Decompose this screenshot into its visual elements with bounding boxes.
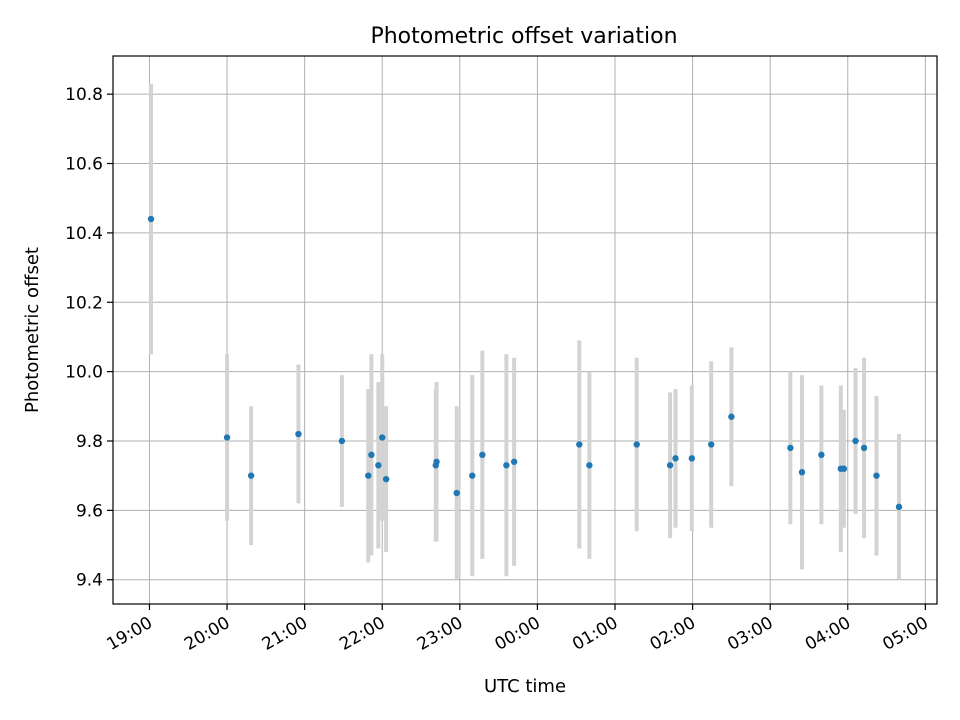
grid: [113, 56, 937, 604]
x-tick-label: 04:00: [802, 613, 854, 655]
y-tick-label: 10.2: [65, 293, 103, 313]
data-point: [728, 413, 735, 420]
data-point: [479, 451, 486, 459]
data-point: [895, 503, 903, 511]
y-tick-label: 9.6: [76, 501, 103, 521]
x-axis-label: UTC time: [484, 676, 566, 697]
data-point: [453, 489, 460, 497]
data-point: [338, 437, 346, 445]
data-points: [147, 215, 903, 511]
x-tick-label: 05:00: [879, 613, 931, 655]
data-point: [365, 472, 372, 479]
y-tick-label: 9.4: [76, 571, 103, 591]
data-point: [840, 465, 848, 472]
y-axis-label: Photometric offset: [22, 247, 43, 413]
data-point: [860, 444, 868, 452]
y-axis: 9.4 9.6 9.8 10.0 10.2 10.4 10.6 10.8: [65, 85, 113, 591]
data-point: [586, 462, 593, 469]
x-tick-label: 02:00: [647, 613, 699, 655]
data-point: [852, 437, 859, 445]
y-tick-label: 9.8: [76, 432, 103, 452]
error-bars: [149, 83, 901, 580]
y-tick-label: 10.6: [65, 155, 103, 175]
x-axis: 19:00 20:00 21:00 22:00 23:00 00:00 01:00 02:00…: [104, 604, 932, 655]
data-point: [666, 462, 674, 469]
data-point: [787, 444, 794, 452]
data-point: [633, 441, 640, 448]
plot-frame: [112, 55, 938, 605]
x-tick-label: 20:00: [181, 613, 233, 655]
data-point: [382, 475, 390, 483]
data-point: [672, 455, 679, 462]
data-point: [818, 451, 825, 459]
data-point: [433, 458, 440, 465]
data-point: [375, 462, 382, 469]
data-point: [510, 458, 518, 465]
data-point: [576, 441, 583, 448]
data-point: [379, 434, 386, 441]
y-tick-label: 10.0: [65, 363, 103, 383]
data-point: [503, 462, 510, 469]
data-point: [368, 451, 375, 459]
data-point: [147, 215, 155, 223]
data-point: [688, 455, 696, 462]
data-point: [247, 472, 255, 479]
data-point: [873, 472, 880, 479]
x-tick-label: 01:00: [569, 613, 621, 655]
x-tick-label: 21:00: [259, 613, 311, 655]
data-point: [223, 434, 231, 441]
x-tick-label: 03:00: [724, 613, 776, 655]
chart-title: Photometric offset variation: [370, 24, 677, 49]
x-tick-label: 22:00: [336, 613, 388, 655]
y-tick-label: 10.4: [65, 224, 103, 244]
y-tick-label: 10.8: [65, 85, 103, 105]
data-point: [295, 430, 302, 438]
data-point: [708, 441, 715, 448]
data-point: [469, 472, 476, 479]
x-tick-label: 19:00: [104, 613, 156, 655]
x-tick-label: 00:00: [491, 613, 543, 655]
data-point: [798, 469, 806, 476]
x-tick-label: 23:00: [414, 613, 466, 655]
